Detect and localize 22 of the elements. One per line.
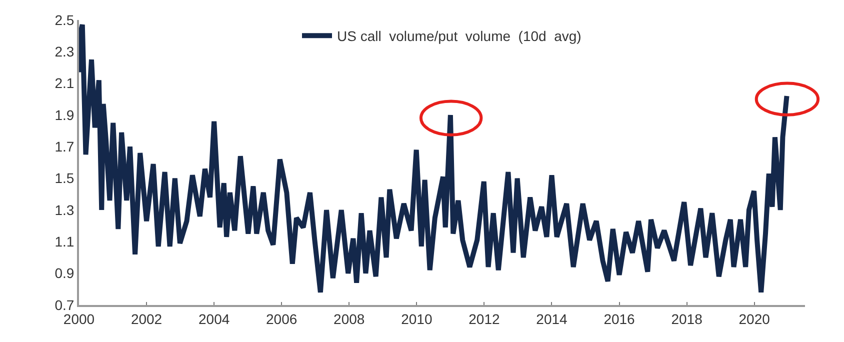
y-tick-label: 1.9 bbox=[54, 106, 74, 123]
x-tick-label: 2020 bbox=[738, 310, 770, 327]
y-tick-label: 2.5 bbox=[54, 12, 74, 28]
y-tick-label: 0.9 bbox=[54, 265, 74, 282]
x-tick-label: 2004 bbox=[198, 310, 230, 327]
y-tick-label: 1.5 bbox=[54, 170, 74, 186]
x-tick-label: 2002 bbox=[130, 310, 162, 327]
x-tick-label: 2016 bbox=[604, 310, 636, 327]
legend-label: US call volume/put volume (10d avg) bbox=[337, 28, 582, 44]
x-tick-label: 2012 bbox=[468, 310, 500, 327]
x-tick-label: 2014 bbox=[536, 310, 568, 327]
x-tick-label: 2018 bbox=[671, 310, 703, 327]
y-tick-label: 0.7 bbox=[54, 296, 74, 313]
y-tick-label: 1.3 bbox=[54, 202, 74, 218]
y-tick-label: 1.1 bbox=[54, 234, 74, 250]
y-tick-label: 2.1 bbox=[54, 75, 74, 92]
x-tick-label: 2000 bbox=[63, 310, 95, 327]
y-tick-label: 2.3 bbox=[54, 44, 74, 60]
x-tick-label: 2010 bbox=[401, 310, 432, 327]
x-tick-label: 2006 bbox=[266, 310, 298, 327]
y-tick-label: 1.7 bbox=[54, 138, 74, 155]
x-tick-label: 2008 bbox=[334, 310, 365, 327]
